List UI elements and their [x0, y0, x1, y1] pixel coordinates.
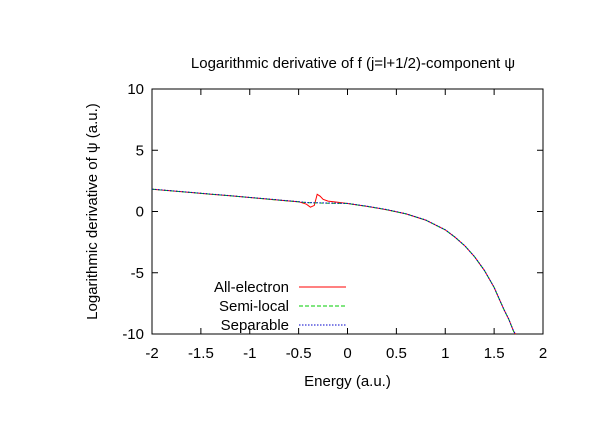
x-tick-label: 1.5 — [484, 345, 505, 362]
y-axis-label: Logarithmic derivative of ψ (a.u.) — [84, 103, 101, 320]
series-line-all-electron — [151, 188, 516, 335]
legend-label: Semi-local — [219, 298, 289, 315]
x-tick-label: -1.5 — [188, 345, 214, 362]
series-line-semi-local — [151, 188, 516, 335]
y-tick-label: 0 — [136, 204, 144, 221]
series-group — [151, 188, 517, 335]
axis-ticks: -2 -1.5 -1 -0.5 0 0.5 1 1.5 2 10 5 0 -5 -10 — [122, 81, 547, 362]
legend-label: All-electron — [214, 279, 289, 296]
y-tick-label: 10 — [127, 81, 144, 98]
y-tick-label: -10 — [122, 326, 144, 343]
x-tick-label: 1 — [441, 345, 449, 362]
legend: All-electron Semi-local Separable — [214, 279, 346, 334]
series-line-separable — [151, 188, 517, 335]
y-tick-label: 5 — [136, 142, 144, 159]
chart-title: Logarithmic derivative of f (j=l+1/2)-co… — [191, 55, 515, 72]
plot-area — [151, 88, 544, 335]
x-tick-label: -1 — [243, 345, 256, 362]
x-tick-label: 2 — [539, 345, 547, 362]
x-tick-label: 0.5 — [386, 345, 407, 362]
x-tick-label: 0 — [343, 345, 351, 362]
x-axis-label: Energy (a.u.) — [304, 373, 391, 390]
y-tick-label: -5 — [131, 265, 144, 282]
legend-label: Separable — [221, 317, 289, 334]
plot-frame — [151, 88, 544, 335]
x-tick-label: -2 — [145, 345, 158, 362]
x-tick-label: -0.5 — [286, 345, 312, 362]
